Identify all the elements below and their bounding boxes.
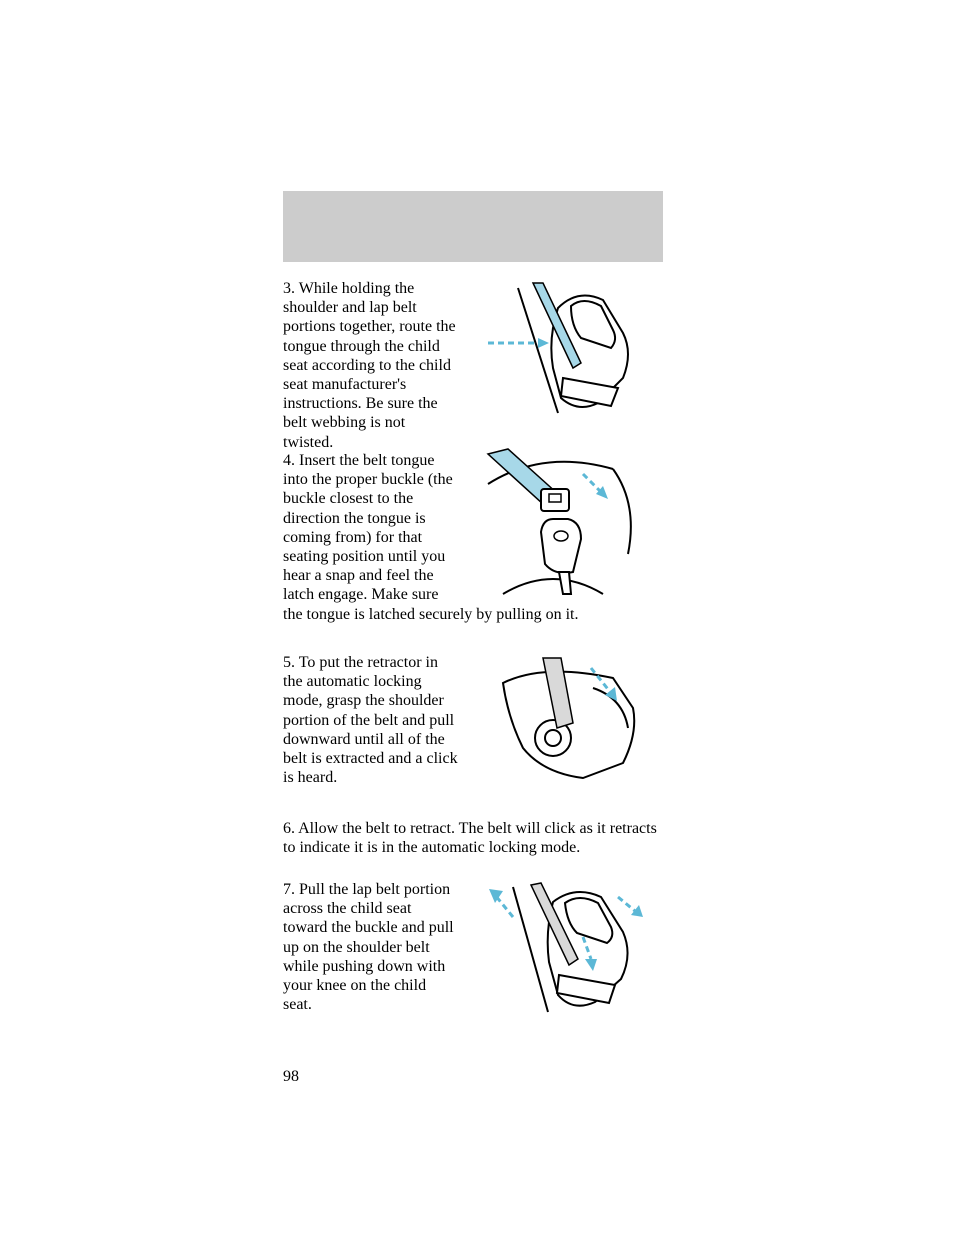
figure-7-tighten bbox=[483, 877, 653, 1017]
step-6-text: 6. Allow the belt to retract. The belt w… bbox=[283, 819, 663, 857]
step-4-text-tail: the tongue is latched securely by pullin… bbox=[283, 605, 663, 624]
step-4-text: 4. Insert the belt tongue into the prope… bbox=[283, 452, 453, 603]
section-header-bar bbox=[283, 191, 663, 262]
step-6-block: 6. Allow the belt to retract. The belt w… bbox=[283, 819, 663, 857]
step-4-text-narrow: 4. Insert the belt tongue into the prope… bbox=[283, 451, 458, 605]
step-5-text: 5. To put the retractor in the automatic… bbox=[283, 653, 458, 787]
retractor-illustration-icon bbox=[483, 653, 653, 783]
page-number: 98 bbox=[283, 1068, 299, 1086]
step-4-tail-block: the tongue is latched securely by pullin… bbox=[283, 605, 663, 624]
step-7-text: 7. Pull the lap belt portion across the … bbox=[283, 880, 458, 1014]
figure-4-buckle bbox=[483, 444, 653, 599]
figure-3-child-seat-route-belt bbox=[483, 278, 653, 418]
step-3-text: 3. While holding the shoulder and lap be… bbox=[283, 279, 458, 452]
page: 3. While holding the shoulder and lap be… bbox=[0, 0, 954, 1235]
buckle-illustration-icon bbox=[483, 444, 653, 599]
figure-5-retractor bbox=[483, 653, 653, 783]
child-seat-illustration-icon bbox=[483, 278, 653, 418]
tighten-illustration-icon bbox=[483, 877, 653, 1017]
